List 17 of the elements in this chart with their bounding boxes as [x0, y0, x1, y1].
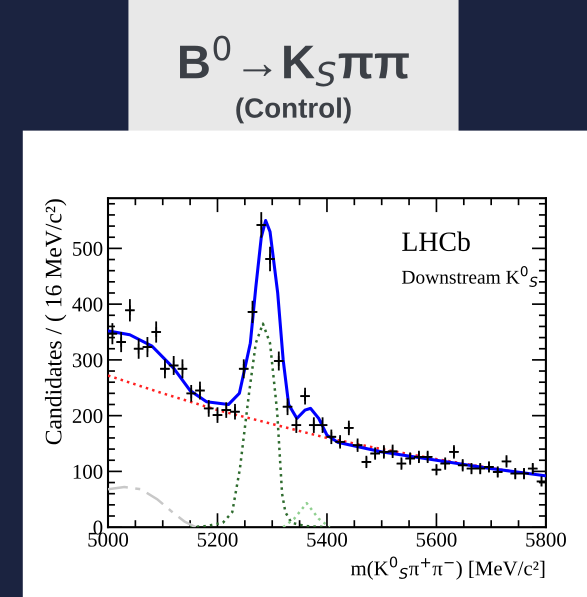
- y-tick-label: 300: [72, 353, 102, 368]
- annotation: LHCb: [402, 232, 470, 252]
- y-tick-label: 500: [73, 242, 102, 256]
- y-axis-title: Candidates / ( 16 MeV/c²): [44, 199, 66, 444]
- x-tick-label: 5400: [307, 532, 347, 547]
- x-axis-title: m(K$^{0}$$_{S}$π$^{+}$π$^{−}$) [MeV/c²]: [350, 556, 544, 580]
- annotation: Downstream K$^{0}$$_{S}$: [402, 266, 538, 287]
- x-tick-label: 5000: [88, 532, 128, 547]
- y-tick-label: 100: [74, 464, 102, 479]
- y-tick-label: 400: [72, 298, 102, 312]
- x-tick-label: 5600: [416, 532, 456, 547]
- x-tick-label: 5800: [526, 532, 566, 547]
- y-tick-label: 0: [94, 520, 102, 535]
- chart-title: B$^{0}$→K$_{S}$ππ: [180, 36, 409, 86]
- chart-subtitle: (Control): [236, 98, 351, 124]
- x-tick-label: 5200: [198, 532, 238, 547]
- y-tick-label: 200: [72, 409, 102, 424]
